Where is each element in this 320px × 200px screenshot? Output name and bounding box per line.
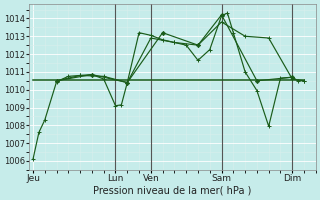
X-axis label: Pression niveau de la mer( hPa ): Pression niveau de la mer( hPa ) <box>93 186 252 196</box>
